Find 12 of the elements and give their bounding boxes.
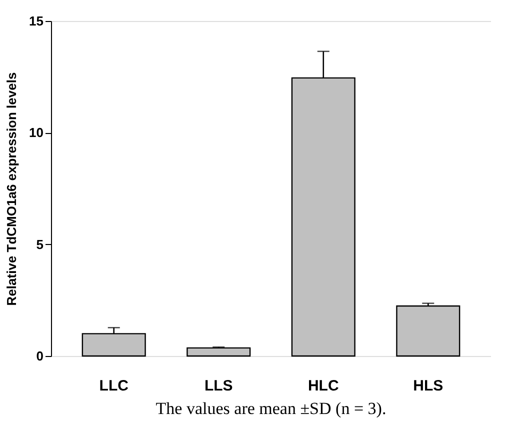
x-tick-label: HLS <box>413 378 444 394</box>
y-tick-label: 5 <box>36 236 44 252</box>
bar <box>396 305 460 357</box>
bar <box>186 347 251 357</box>
text: The values are mean ±SD (n = 3). <box>156 399 386 418</box>
y-tick-label: 10 <box>29 125 44 140</box>
y-tick-label: 0 <box>36 348 44 364</box>
y-axis-title: Relative TdCMO1a6 expression levels <box>4 72 20 306</box>
x-tick-label: HLC <box>308 378 339 394</box>
x-tick-label: LLC <box>99 378 129 394</box>
y-tick-label: 15 <box>29 14 44 28</box>
x-tick-label: LLS <box>204 378 233 394</box>
